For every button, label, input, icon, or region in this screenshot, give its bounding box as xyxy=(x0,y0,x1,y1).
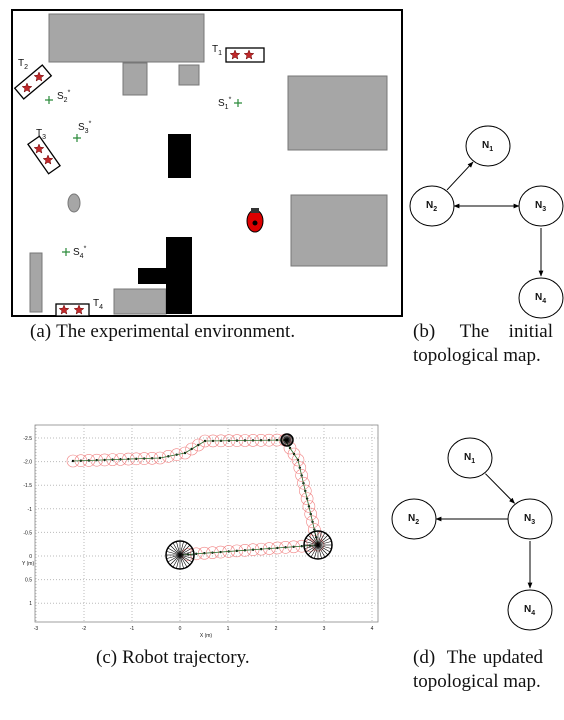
x-tick-label: 2 xyxy=(275,626,278,632)
label-part: N xyxy=(464,452,471,463)
label-part: * xyxy=(84,246,87,253)
label-part: N xyxy=(535,292,542,303)
x-tick-label: 1 xyxy=(227,626,230,632)
caption: (c)Robot trajectory. xyxy=(96,646,250,670)
label-part: 2 xyxy=(24,64,28,71)
x-tick-label: 4 xyxy=(371,626,374,632)
edge xyxy=(485,474,514,504)
y-tick-label: -1.5 xyxy=(23,483,32,489)
label-part: 2 xyxy=(415,519,419,526)
label-part: 3 xyxy=(42,134,46,141)
label-part: N xyxy=(408,513,415,524)
x-tick-label: -3 xyxy=(34,626,39,632)
updated-map: N1N2N3N4 xyxy=(392,438,552,630)
y-tick-label: 0 xyxy=(29,554,32,560)
x-tick-label: -1 xyxy=(130,626,135,632)
trajectory-plot: -3 -2 -1 0 1 2 3 4 -2.5 -2.0 -1.5 -1 -0.5 0 0.5 1 X (m) Y… xyxy=(22,425,378,639)
label-part: 4 xyxy=(531,610,535,617)
x-tick-label: -2 xyxy=(82,626,87,632)
label-part: 4 xyxy=(542,298,546,305)
y-tick-label: -0.5 xyxy=(23,530,32,536)
label-part: 4 xyxy=(80,253,84,260)
label-part: * xyxy=(68,90,71,97)
label-part: 3 xyxy=(542,206,546,213)
caption: (d) The updated topological map. xyxy=(413,646,543,694)
label-part: 2 xyxy=(433,206,437,213)
caption: (b) The initial topological map. xyxy=(413,320,553,368)
label-part: N xyxy=(535,200,542,211)
y-tick-label: -2.0 xyxy=(23,460,32,466)
label-part: 1 xyxy=(471,458,475,465)
y-tick-label: -2.5 xyxy=(23,436,32,442)
label-part: N xyxy=(524,513,531,524)
x-axis-label: X (m) xyxy=(200,633,213,639)
page: T1T2T3T4S1*S2*S3*S4* N1N2N3N4 N1N2N3N4 -… xyxy=(0,0,564,720)
label-part: * xyxy=(229,97,232,104)
label-part: 1 xyxy=(225,104,229,111)
x-tick-label: 0 xyxy=(179,626,182,632)
label-part: 3 xyxy=(531,519,535,526)
environment: T1T2T3T4S1*S2*S3*S4* xyxy=(12,10,402,316)
y-tick-label: 1 xyxy=(29,601,32,607)
label-part: 2 xyxy=(64,97,68,104)
label-part: 4 xyxy=(99,304,103,311)
y-tick-label: 0.5 xyxy=(25,578,32,584)
label-part: 1 xyxy=(218,50,222,57)
label-part: N xyxy=(524,604,531,615)
label-part: 3 xyxy=(85,128,89,135)
label-part: 1 xyxy=(489,146,493,153)
label-part: N xyxy=(426,200,433,211)
label-part: * xyxy=(89,121,92,128)
edge xyxy=(447,162,473,190)
y-tick-label: -1 xyxy=(28,507,33,513)
y-axis-label: Y (m) xyxy=(22,561,34,567)
caption: (a)The experimental environment. xyxy=(30,320,295,344)
x-tick-label: 3 xyxy=(323,626,326,632)
label-part: N xyxy=(482,140,489,151)
